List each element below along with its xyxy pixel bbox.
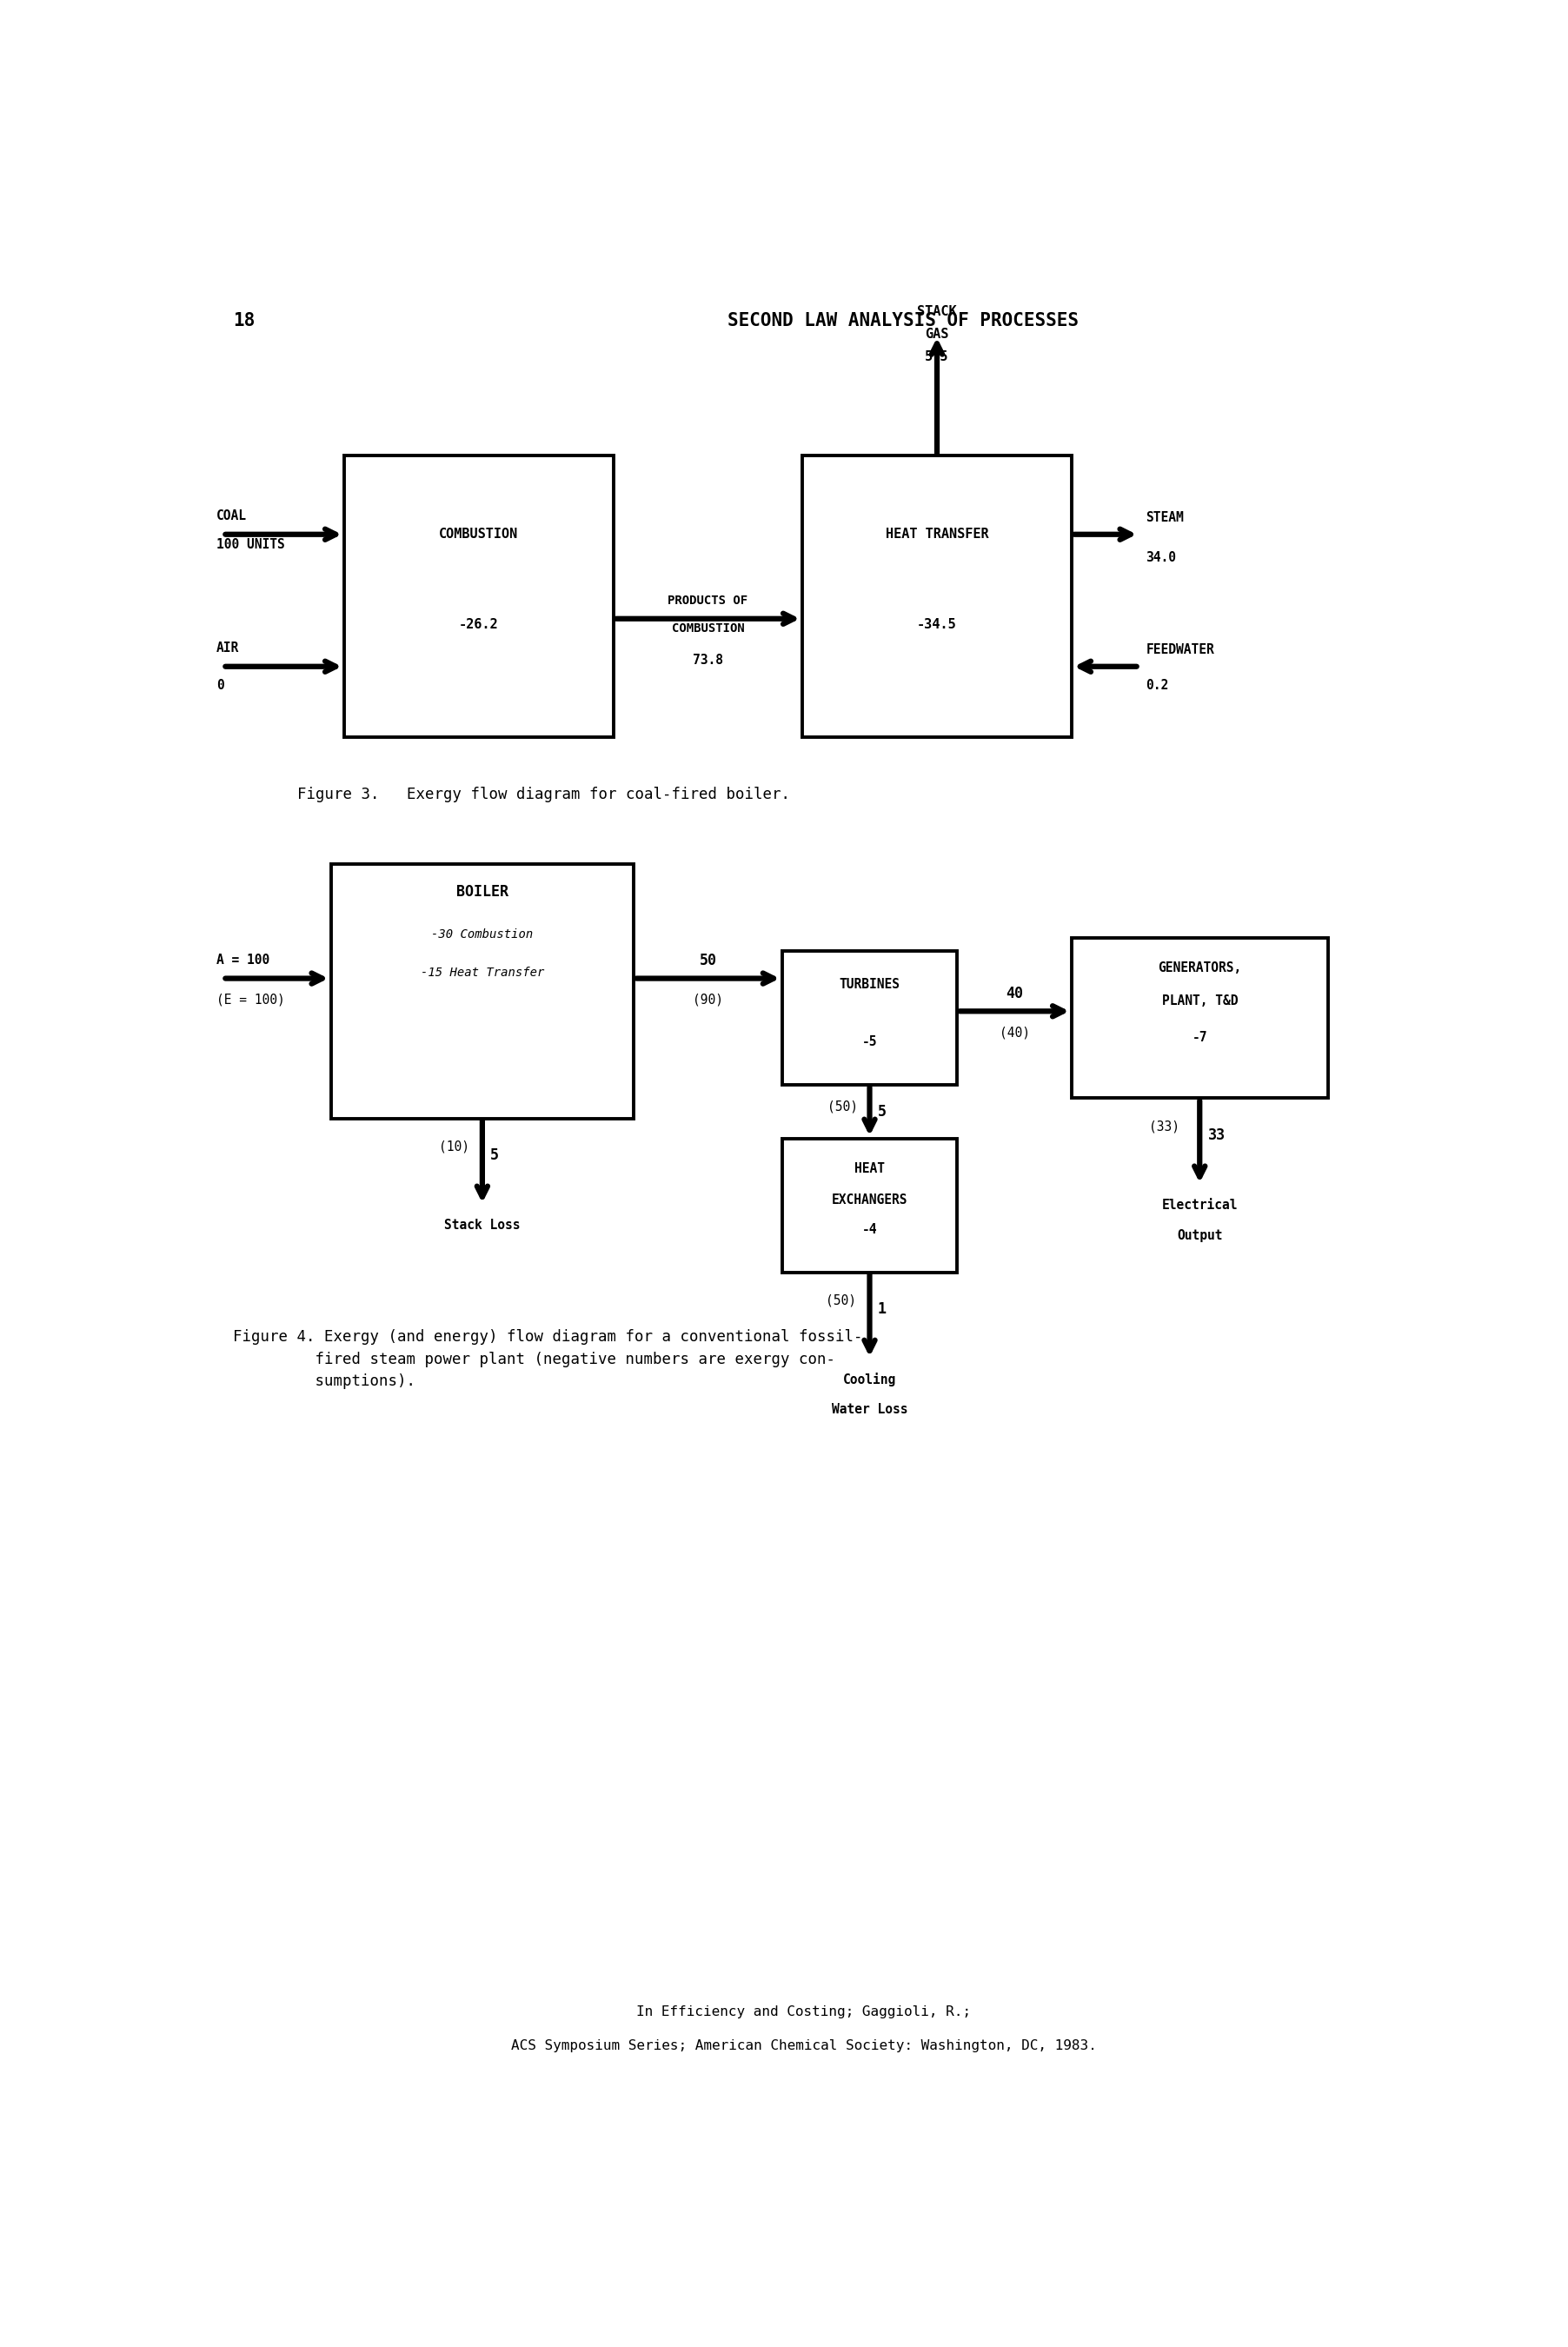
Text: AIR: AIR <box>216 641 238 655</box>
Text: GENERATORS,: GENERATORS, <box>1157 962 1242 974</box>
Text: 1: 1 <box>878 1300 886 1317</box>
Text: 0: 0 <box>216 678 224 692</box>
Text: FEEDWATER: FEEDWATER <box>1146 643 1214 657</box>
Text: 50: 50 <box>699 953 717 969</box>
Text: -5: -5 <box>862 1035 877 1049</box>
Text: Water Loss: Water Loss <box>831 1404 908 1415</box>
Text: -34.5: -34.5 <box>917 617 956 631</box>
Text: 5.5: 5.5 <box>925 350 949 364</box>
Text: (10): (10) <box>439 1141 469 1152</box>
Text: Stack Loss: Stack Loss <box>444 1218 521 1232</box>
Text: -15 Heat Transfer: -15 Heat Transfer <box>420 967 544 979</box>
Text: SECOND LAW ANALYSIS OF PROCESSES: SECOND LAW ANALYSIS OF PROCESSES <box>728 312 1079 329</box>
Text: COMBUSTION: COMBUSTION <box>671 622 745 634</box>
Text: COAL: COAL <box>216 509 246 523</box>
Bar <box>803 455 1071 737</box>
Text: HEAT TRANSFER: HEAT TRANSFER <box>886 528 988 540</box>
Text: STACK: STACK <box>917 305 956 319</box>
Bar <box>331 864 633 1117</box>
Text: 5: 5 <box>491 1148 499 1164</box>
Text: Output: Output <box>1178 1230 1223 1242</box>
Text: Cooling: Cooling <box>844 1373 897 1387</box>
Text: -4: -4 <box>862 1223 877 1237</box>
Text: Figure 4. Exergy (and energy) flow diagram for a conventional fossil-
         f: Figure 4. Exergy (and energy) flow diagr… <box>234 1328 862 1389</box>
Text: A = 100: A = 100 <box>216 953 270 967</box>
Text: Figure 3.   Exergy flow diagram for coal-fired boiler.: Figure 3. Exergy flow diagram for coal-f… <box>296 786 790 803</box>
Text: 100 UNITS: 100 UNITS <box>216 537 285 552</box>
Text: 73.8: 73.8 <box>693 652 723 667</box>
Text: -7: -7 <box>1192 1030 1207 1044</box>
Text: 33: 33 <box>1207 1127 1225 1143</box>
Text: Electrical: Electrical <box>1162 1199 1237 1211</box>
Text: GAS: GAS <box>925 329 949 340</box>
Text: BOILER: BOILER <box>456 885 508 899</box>
Text: 0.2: 0.2 <box>1146 678 1168 692</box>
Text: (40): (40) <box>999 1026 1030 1040</box>
Bar <box>1071 936 1328 1098</box>
Text: 40: 40 <box>1005 986 1024 1002</box>
Bar <box>782 951 956 1084</box>
Bar <box>345 455 613 737</box>
Text: STEAM: STEAM <box>1146 512 1184 523</box>
Text: 18: 18 <box>234 312 256 329</box>
Text: (90): (90) <box>693 993 723 1007</box>
Text: In Efficiency and Costing; Gaggioli, R.;: In Efficiency and Costing; Gaggioli, R.; <box>637 2004 971 2018</box>
Text: 5: 5 <box>878 1103 886 1120</box>
Text: (33): (33) <box>1149 1120 1179 1134</box>
Text: PLANT, T&D: PLANT, T&D <box>1162 995 1237 1007</box>
Text: (50): (50) <box>828 1101 858 1112</box>
Text: -26.2: -26.2 <box>459 617 499 631</box>
Text: (E = 100): (E = 100) <box>216 993 285 1007</box>
Text: PRODUCTS OF: PRODUCTS OF <box>668 594 748 606</box>
Text: COMBUSTION: COMBUSTION <box>439 528 519 540</box>
Text: EXCHANGERS: EXCHANGERS <box>831 1192 908 1206</box>
Text: -30 Combustion: -30 Combustion <box>431 927 533 941</box>
Text: 34.0: 34.0 <box>1146 552 1176 563</box>
Text: ACS Symposium Series; American Chemical Society: Washington, DC, 1983.: ACS Symposium Series; American Chemical … <box>511 2040 1096 2051</box>
Text: (50): (50) <box>826 1293 856 1307</box>
Bar <box>782 1138 956 1272</box>
Text: HEAT: HEAT <box>855 1162 884 1176</box>
Text: TURBINES: TURBINES <box>839 979 900 990</box>
